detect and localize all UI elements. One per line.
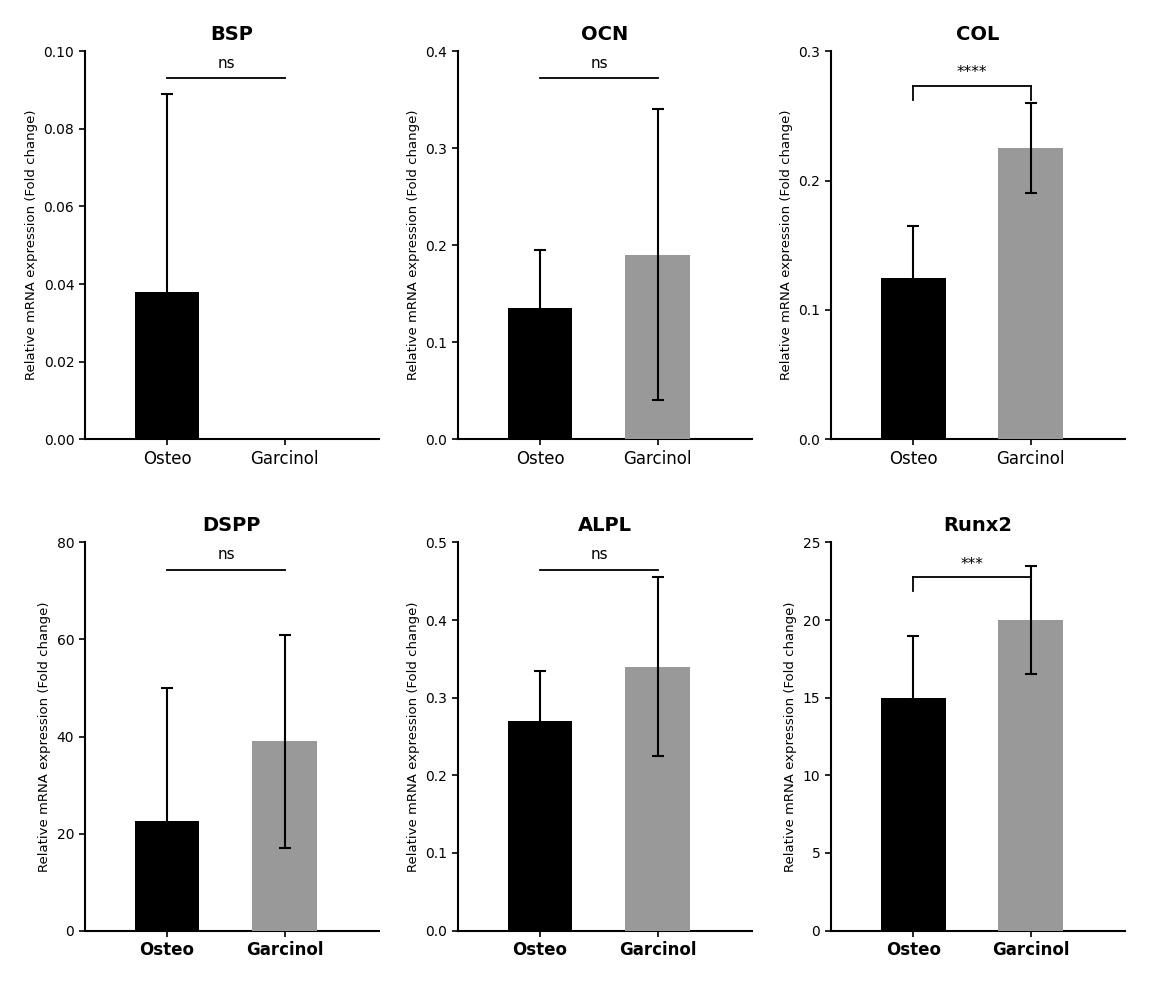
Title: OCN: OCN — [581, 25, 629, 44]
Bar — [998, 620, 1064, 931]
Bar — [881, 698, 945, 931]
Title: Runx2: Runx2 — [943, 517, 1012, 535]
Bar — [253, 741, 317, 931]
Y-axis label: Relative mRNA expression (Fold change): Relative mRNA expression (Fold change) — [780, 110, 792, 381]
Text: ****: **** — [957, 65, 987, 81]
Title: BSP: BSP — [210, 25, 253, 44]
Text: ns: ns — [590, 55, 608, 71]
Text: ns: ns — [217, 55, 235, 71]
Bar — [881, 277, 945, 439]
Bar — [998, 149, 1064, 439]
Text: ns: ns — [590, 547, 608, 562]
Bar — [508, 721, 573, 931]
Y-axis label: Relative mRNA expression (Fold change): Relative mRNA expression (Fold change) — [407, 601, 420, 872]
Y-axis label: Relative mRNA expression (Fold change): Relative mRNA expression (Fold change) — [407, 110, 420, 381]
Bar — [508, 308, 573, 439]
Bar — [135, 822, 199, 931]
Bar — [626, 255, 690, 439]
Title: COL: COL — [956, 25, 999, 44]
Title: DSPP: DSPP — [202, 517, 261, 535]
Y-axis label: Relative mRNA expression (Fold change): Relative mRNA expression (Fold change) — [784, 601, 797, 872]
Text: ns: ns — [217, 547, 235, 562]
Text: ***: *** — [960, 557, 983, 572]
Y-axis label: Relative mRNA expression (Fold change): Relative mRNA expression (Fold change) — [38, 601, 51, 872]
Title: ALPL: ALPL — [577, 517, 631, 535]
Y-axis label: Relative mRNA expression (Fold change): Relative mRNA expression (Fold change) — [25, 110, 38, 381]
Bar — [135, 292, 199, 439]
Bar — [626, 666, 690, 931]
